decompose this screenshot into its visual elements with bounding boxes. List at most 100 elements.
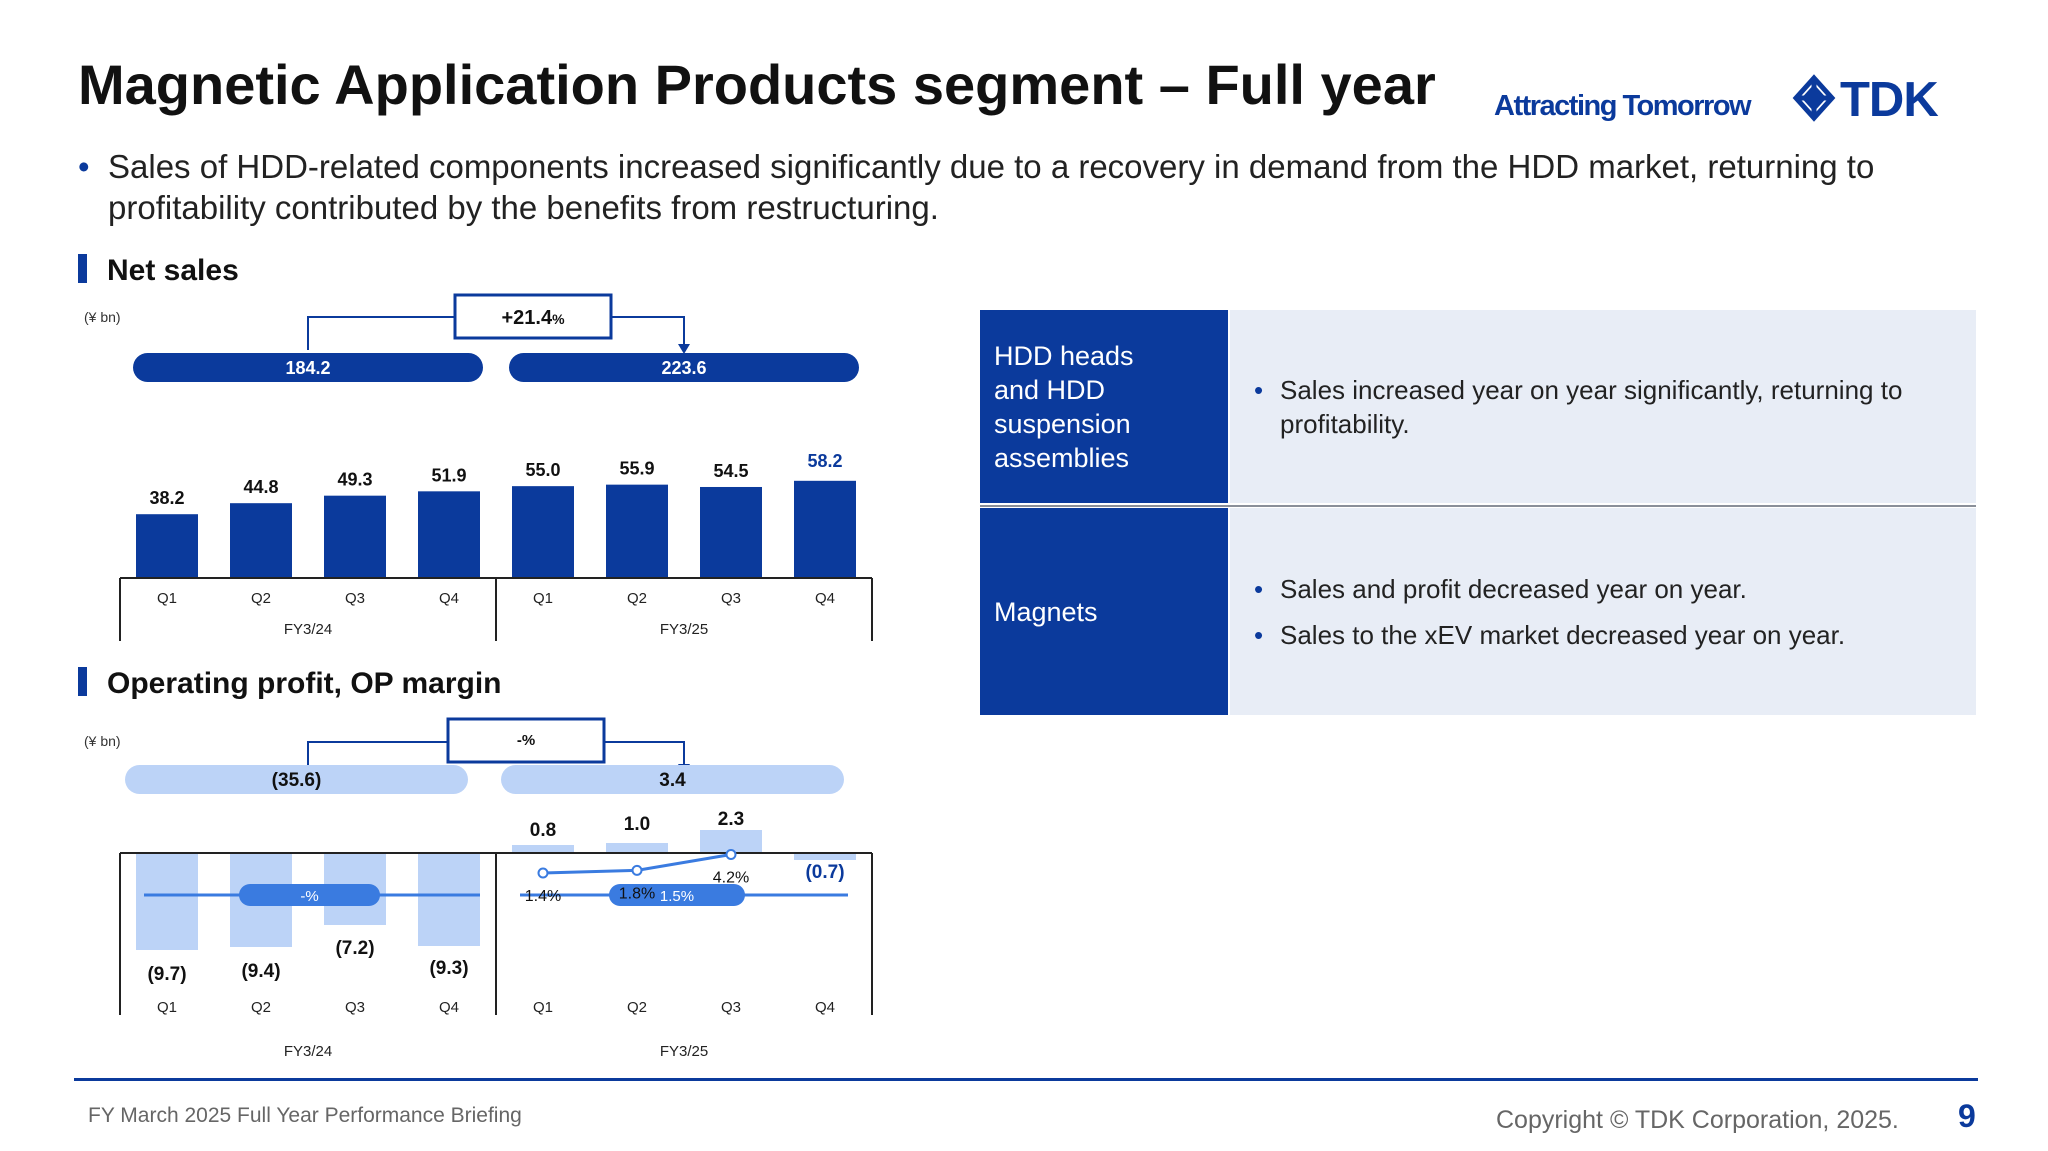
- op-profit-heading-text: Operating profit, OP margin: [107, 667, 502, 700]
- bar: [512, 486, 574, 578]
- segment-table: HDD heads and HDD suspension assemblies …: [980, 310, 1976, 715]
- data-label: (9.4): [241, 961, 280, 982]
- net-sales-heading-text: Net sales: [107, 254, 239, 287]
- bar: [606, 843, 668, 853]
- data-label: 49.3: [337, 470, 372, 490]
- data-label: (0.7): [805, 862, 844, 883]
- data-label: (9.7): [147, 964, 186, 985]
- unit-label: (¥ bn): [84, 309, 121, 325]
- x-tick-label: Q3: [345, 999, 365, 1016]
- data-label: 54.5: [713, 461, 748, 481]
- x-tick-label: Q2: [627, 999, 647, 1016]
- op-margin-point: [725, 849, 737, 861]
- x-tick-label: Q4: [439, 999, 459, 1016]
- x-tick-label: Q1: [157, 999, 177, 1016]
- op-margin-label: 1.8%: [619, 885, 655, 902]
- x-tick-label: Q4: [815, 590, 835, 607]
- bar: [230, 503, 292, 578]
- margin-average-pill: [609, 884, 745, 906]
- group-label: FY3/24: [284, 1043, 332, 1060]
- bar: [418, 491, 480, 578]
- bar: [324, 495, 386, 578]
- x-tick-label: Q2: [251, 999, 271, 1016]
- row-category: HDD heads and HDD suspension assemblies: [980, 310, 1228, 503]
- change-box: [446, 717, 606, 764]
- bar: [136, 853, 198, 950]
- group-total-pill: [501, 765, 844, 794]
- data-label: 44.8: [243, 477, 278, 497]
- data-label: (7.2): [335, 938, 374, 959]
- footer-title: FY March 2025 Full Year Performance Brie…: [88, 1104, 522, 1127]
- bar: [794, 853, 856, 860]
- tdk-emblem-icon: [1792, 74, 1836, 122]
- data-label: 51.9: [431, 465, 466, 485]
- unit-label: (¥ bn): [84, 733, 121, 749]
- group-label: FY3/24: [284, 621, 332, 638]
- net-sales-chart: (¥ bn) +21.4% 184.2 223.6 38.2 Q1 44.8 Q2 49.3 Q3…: [84, 293, 873, 641]
- change-label: +21.4%: [501, 307, 565, 329]
- x-tick-label: Q3: [345, 590, 365, 607]
- x-tick-label: Q2: [627, 590, 647, 607]
- group-total-pill: [125, 765, 468, 794]
- bar: [700, 830, 762, 853]
- op-profit-heading: Operating profit, OP margin: [78, 667, 501, 701]
- tdk-logo: TDK: [1792, 74, 1939, 122]
- bar: [512, 845, 574, 853]
- group-total-label: 3.4: [659, 770, 686, 791]
- row-category: Magnets: [980, 508, 1228, 715]
- data-label: 1.0: [624, 814, 650, 835]
- group-total-label: 223.6: [661, 358, 706, 378]
- description-item: Sales to the xEV market decreased year o…: [1254, 618, 1976, 652]
- x-tick-label: Q1: [533, 999, 553, 1016]
- group-label: FY3/25: [660, 621, 708, 638]
- x-tick-label: Q3: [721, 590, 741, 607]
- data-label: 58.2: [807, 451, 842, 471]
- page-number: 9: [1958, 1098, 1976, 1134]
- data-label: (9.3): [429, 958, 468, 979]
- x-tick-label: Q1: [533, 590, 553, 607]
- bar: [418, 853, 480, 946]
- x-tick-label: Q4: [439, 590, 459, 607]
- data-label: 55.0: [525, 460, 560, 480]
- x-tick-label: Q4: [815, 999, 835, 1016]
- bullet-dot-icon: •: [78, 148, 90, 185]
- op-margin-point: [537, 867, 549, 879]
- op-margin-point: [631, 864, 643, 876]
- group-total-pill: [133, 353, 483, 382]
- group-label: FY3/25: [660, 1043, 708, 1060]
- summary-text: Sales of HDD-related components increase…: [108, 148, 1875, 226]
- margin-average-label: 1.5%: [660, 888, 694, 905]
- footer-divider: [74, 1078, 1978, 1081]
- tagline: Attracting Tomorrow: [1494, 90, 1752, 122]
- description-item: Sales and profit decreased year on year.: [1254, 572, 1976, 606]
- op-profit-chart: (¥ bn) -% (35.6) 3.4 -% 1.5% 1.4% 1.8% 4.2% (9.7)…: [84, 717, 873, 1060]
- change-box: [453, 293, 613, 340]
- x-tick-label: Q1: [157, 590, 177, 607]
- group-total-pill: [509, 353, 859, 382]
- bar: [700, 486, 762, 578]
- table-row: HDD heads and HDD suspension assemblies …: [980, 310, 1976, 503]
- margin-average-pill: [239, 884, 380, 906]
- op-margin-label: 1.4%: [525, 888, 561, 905]
- description-item: Sales increased year on year significant…: [1254, 373, 1976, 441]
- row-description: Sales increased year on year significant…: [1230, 310, 1976, 503]
- row-divider: [980, 505, 1976, 507]
- group-total-label: 184.2: [285, 358, 330, 378]
- data-label: 2.3: [718, 809, 744, 830]
- heading-marker: [78, 254, 87, 283]
- x-tick-label: Q2: [251, 590, 271, 607]
- table-row: Magnets Sales and profit decreased year …: [980, 508, 1976, 715]
- group-total-label: (35.6): [272, 770, 322, 791]
- row-description: Sales and profit decreased year on year.…: [1230, 508, 1976, 715]
- arrow-down-icon: [678, 344, 690, 354]
- data-label: 38.2: [149, 488, 184, 508]
- data-label: 0.8: [530, 820, 556, 841]
- page-title: Magnetic Application Products segment – …: [78, 53, 1436, 116]
- net-sales-heading: Net sales: [78, 254, 239, 288]
- copyright: Copyright © TDK Corporation, 2025.: [1496, 1106, 1899, 1134]
- x-tick-label: Q3: [721, 999, 741, 1016]
- bar: [794, 480, 856, 578]
- data-label: 55.9: [619, 459, 654, 479]
- op-margin-label: 4.2%: [713, 870, 749, 887]
